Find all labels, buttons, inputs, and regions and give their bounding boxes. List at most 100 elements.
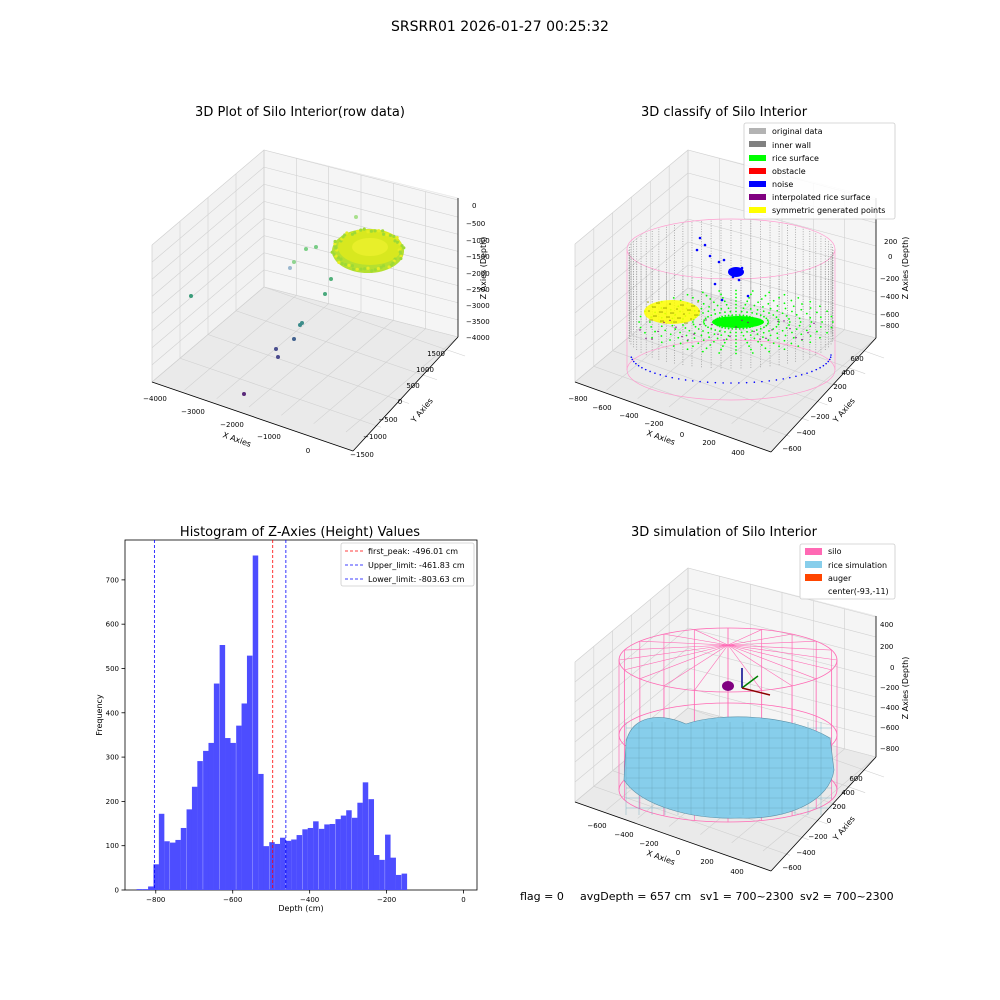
interpolated-point: [675, 326, 677, 328]
rice-surface-point: [720, 293, 722, 296]
histogram-bar: [252, 555, 259, 890]
p2-xtick: −400: [619, 412, 638, 420]
histogram-bar: [291, 839, 297, 890]
histogram-bar: [148, 886, 154, 890]
rice-surface-point: [701, 350, 704, 353]
rice-surface-point: [735, 314, 737, 316]
rice-surface-point: [765, 317, 768, 320]
symmetric-point: [690, 318, 692, 320]
raw-point: [288, 266, 292, 270]
p1-ztick: −4000: [466, 334, 490, 342]
noise-point: [665, 375, 667, 378]
raw-point: [242, 392, 246, 396]
interpolated-point: [681, 335, 683, 338]
rice-surface-point: [714, 329, 717, 331]
p4-legend-swatch: [805, 548, 822, 555]
silo-roof-wire: [694, 629, 729, 646]
y-tick-label: 300: [106, 754, 119, 762]
p2-legend-swatch: [749, 207, 766, 213]
symmetric-point: [662, 320, 664, 322]
rice-surface-point: [766, 319, 769, 322]
p1-ytick: −1500: [350, 451, 374, 459]
interpolated-point: [729, 335, 731, 338]
histogram-bar: [274, 843, 281, 890]
auger-x-arrow: [741, 687, 771, 696]
symmetric-point: [687, 309, 689, 311]
noise-point: [691, 380, 694, 382]
rice-surface-point: [792, 336, 795, 339]
symmetric-point: [647, 301, 649, 303]
rice-surface-point: [800, 308, 803, 311]
noise-point: [708, 254, 712, 258]
raw-cloud-point: [350, 264, 354, 268]
rice-surface-point: [790, 342, 793, 345]
rice-surface-point: [713, 340, 715, 343]
symmetric-point: [675, 321, 677, 323]
rice-surface-point: [638, 321, 640, 323]
noise-point: [722, 258, 726, 262]
rice-surface-point: [776, 305, 779, 307]
rice-surface-point: [693, 337, 696, 339]
p2-xtick: −600: [592, 404, 611, 412]
rice-surface-point: [762, 305, 764, 308]
rice-surface-point: [731, 314, 734, 317]
p2-legend-entry: symmetric generated points: [749, 206, 885, 215]
histogram-bar: [296, 835, 303, 890]
interpolated-point: [771, 329, 773, 331]
sv1-text: sv1 = 700~2300: [700, 890, 794, 903]
histogram-vlines: [153, 540, 287, 890]
raw-cloud-point: [398, 242, 402, 246]
rice-surface-point: [639, 326, 642, 329]
raw-cloud-point: [359, 228, 363, 232]
rice-surface-point: [775, 325, 778, 328]
panel-1-title: 3D Plot of Silo Interior(row data): [195, 105, 405, 120]
rice-surface-point: [702, 302, 705, 305]
rice-surface-point: [716, 304, 719, 307]
p1-xtick: 0: [306, 447, 310, 455]
noise-point: [828, 358, 831, 361]
rice-surface-point: [694, 325, 697, 328]
rice-surface-point: [751, 330, 754, 332]
rice-surface-point: [816, 330, 818, 333]
p2-ytick: 200: [833, 383, 846, 391]
p2-legend-label: symmetric generated points: [772, 206, 885, 215]
raw-point: [323, 292, 327, 296]
p2-legend-entry: obstacle: [749, 167, 806, 176]
grid-line: [281, 320, 394, 416]
rice-surface-point: [744, 338, 747, 341]
interpolated-point: [741, 319, 743, 322]
p4-legend-label: center(-93,-11): [828, 587, 889, 596]
silo-roof-wire: [727, 644, 793, 687]
p2-legend-entry: interpolated rice surface: [749, 193, 870, 202]
classify-3d-panel: 3D classify of Silo Interior −800 −600 −…: [568, 105, 910, 457]
rice-surface-point: [735, 328, 737, 330]
rice-surface-point: [750, 348, 752, 351]
rice-surface-point: [697, 328, 700, 330]
rice-surface-point: [709, 298, 712, 300]
noise-point: [695, 248, 699, 252]
rice-surface-point: [721, 315, 724, 318]
raw-cloud-point: [330, 250, 334, 254]
interpolated-point: [651, 338, 653, 340]
silo-roof-wire: [727, 644, 817, 680]
panel-4-z-ticks: 400 200 0 −200 −400 −600 −800: [880, 621, 899, 753]
rice-surface-point: [644, 331, 646, 334]
p4-ylabel: Y Axies: [831, 814, 857, 843]
rice-surface-point: [768, 330, 770, 332]
symmetric-point: [686, 322, 688, 324]
rice-surface-point: [749, 334, 752, 337]
axis-line: [574, 801, 772, 872]
noise-point: [822, 364, 825, 367]
p4-xtick: −600: [587, 822, 606, 830]
p4-xlabel: X Axies: [645, 848, 676, 867]
rice-surface-point: [756, 308, 759, 311]
rice-surface-point: [735, 349, 737, 351]
histogram-legend: first_peak: -496.01 cm Upper_limit: -461…: [340, 542, 475, 587]
silo-roof-wire: [663, 644, 729, 687]
grid-line: [593, 366, 790, 437]
rice-surface-point: [713, 308, 716, 311]
noise-cluster: [728, 267, 744, 277]
rice-surface-point: [725, 303, 728, 306]
rice-surface-point: [648, 321, 651, 323]
symmetric-point: [670, 312, 672, 314]
